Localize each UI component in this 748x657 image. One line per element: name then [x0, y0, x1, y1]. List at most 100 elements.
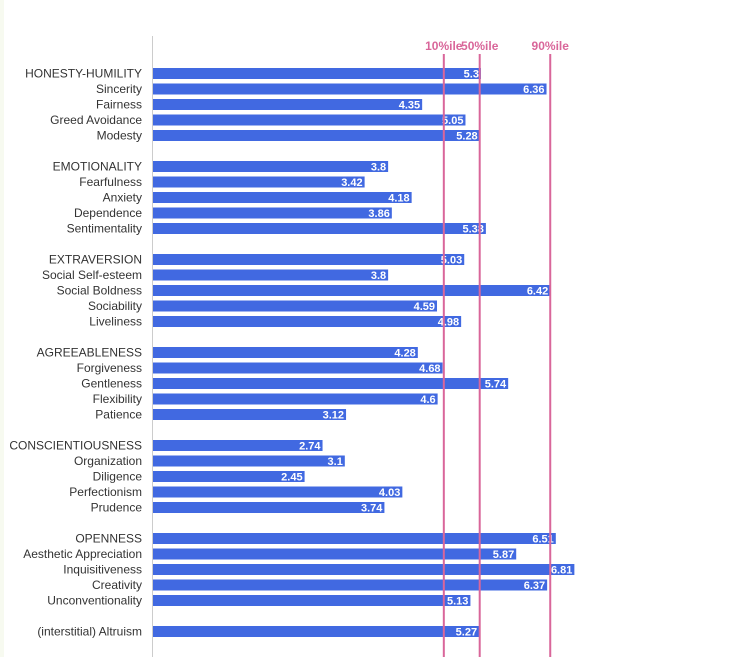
category-label-perfectionism: Perfectionism — [69, 485, 142, 499]
category-label-extraversion: EXTRAVERSION — [49, 253, 142, 267]
category-label-liveliness: Liveliness — [89, 315, 142, 329]
category-label-fearfulness: Fearfulness — [79, 175, 142, 189]
category-label-sincerity: Sincerity — [96, 82, 142, 96]
hexaco-bar-chart: 5.3 6.36 4.35 5.05 5.28 3.8 3.42 4.18 3.86 5.38 5.… — [9, 36, 575, 657]
bar-flexibility — [153, 393, 438, 405]
bar-value-social-self-esteem: 3.8 — [371, 270, 386, 282]
bar-value-fearfulness: 3.42 — [341, 177, 362, 189]
bar-value-flexibility: 4.6 — [420, 394, 435, 406]
bar-value-modesty: 5.28 — [456, 131, 477, 143]
bar-value-extraversion: 5.03 — [441, 255, 462, 267]
reference-label-10-ile: 10%ile — [425, 39, 463, 53]
bar-value-creativity: 6.37 — [524, 580, 545, 592]
category-label-organization: Organization — [74, 454, 142, 468]
bar-emotionality — [153, 161, 389, 172]
category-label-social-boldness: Social Boldness — [57, 284, 142, 298]
bar-social-self-esteem — [153, 269, 389, 281]
bar-value-gentleness: 5.74 — [485, 379, 507, 391]
category-label-diligence: Diligence — [93, 470, 143, 484]
bar-value-aesthetic-appreciation: 5.87 — [493, 549, 514, 561]
category-label-modesty: Modesty — [97, 129, 142, 143]
bar-liveliness — [153, 316, 462, 327]
category-label-sentimentality: Sentimentality — [67, 222, 142, 236]
category-label-agreeableness: AGREEABLENESS — [37, 346, 142, 360]
bar-anxiety — [153, 192, 412, 203]
bar-value-fairness: 4.35 — [399, 100, 420, 112]
bar-agreeableness — [153, 347, 418, 358]
bar-sentimentality — [153, 223, 486, 234]
bar-value-interstitial-altruism: 5.27 — [456, 627, 477, 639]
category-label-sociability: Sociability — [88, 299, 142, 313]
bar-social-boldness — [153, 285, 551, 296]
category-label-forgiveness: Forgiveness — [77, 361, 142, 375]
bar-patience — [153, 409, 347, 420]
bar-value-patience: 3.12 — [323, 410, 344, 422]
category-label-social-self-esteem: Social Self-esteem — [42, 268, 142, 282]
bar-perfectionism — [153, 486, 403, 498]
bar-value-forgiveness: 4.68 — [419, 363, 440, 375]
bar-dependence — [153, 207, 392, 219]
bar-value-inquisitiveness: 6.81 — [551, 565, 572, 577]
category-label-honesty-humility: HONESTY-HUMILITY — [25, 67, 142, 81]
bar-value-dependence: 3.86 — [368, 208, 389, 220]
bar-value-agreeableness: 4.28 — [394, 348, 415, 360]
bar-value-emotionality: 3.8 — [371, 162, 386, 174]
bar-value-sincerity: 6.36 — [523, 84, 544, 96]
bar-value-social-boldness: 6.42 — [527, 286, 548, 298]
category-label-flexibility: Flexibility — [93, 392, 142, 406]
bar-creativity — [153, 579, 548, 591]
category-label-anxiety: Anxiety — [103, 191, 142, 205]
bar-fearfulness — [153, 176, 365, 188]
category-label-inquisitiveness: Inquisitiveness — [63, 563, 142, 577]
bar-interstitial-altruism — [153, 626, 480, 637]
chart-frame: 5.3 6.36 4.35 5.05 5.28 3.8 3.42 4.18 3.86 5.38 5.… — [4, 0, 748, 657]
bar-inquisitiveness — [153, 564, 575, 575]
bar-sincerity — [153, 83, 547, 95]
bar-modesty — [153, 130, 480, 141]
bar-organization — [153, 455, 345, 467]
bar-diligence — [153, 471, 305, 482]
bar-conscientiousness — [153, 440, 323, 451]
bars-layer: 5.3 6.36 4.35 5.05 5.28 3.8 3.42 4.18 3.86 5.38 5.… — [153, 68, 575, 639]
category-label-emotionality: EMOTIONALITY — [53, 160, 142, 174]
category-label-dependence: Dependence — [74, 206, 142, 220]
bar-value-organization: 3.1 — [328, 456, 343, 468]
reference-label-90-ile: 90%ile — [532, 39, 570, 53]
bar-value-prudence: 3.74 — [361, 503, 383, 515]
category-label-gentleness: Gentleness — [81, 377, 142, 391]
category-label-openness: OPENNESS — [75, 532, 142, 546]
bar-honesty-humility — [153, 68, 481, 79]
bar-value-unconventionality: 5.13 — [447, 596, 468, 608]
bar-value-anxiety: 4.18 — [388, 193, 409, 205]
bar-value-honesty-humility: 5.3 — [464, 69, 479, 81]
bar-value-greed-avoidance: 5.05 — [442, 115, 463, 127]
bar-value-openness: 6.51 — [532, 534, 553, 546]
bar-value-sociability: 4.59 — [414, 301, 435, 313]
bar-extraversion — [153, 254, 465, 265]
category-label-fairness: Fairness — [96, 98, 142, 112]
bar-unconventionality — [153, 595, 471, 606]
category-label-unconventionality: Unconventionality — [47, 594, 142, 608]
bar-value-diligence: 2.45 — [281, 472, 302, 484]
category-label-conscientiousness: CONSCIENTIOUSNESS — [9, 439, 142, 453]
category-label-creativity: Creativity — [92, 578, 142, 592]
bar-value-liveliness: 4.98 — [438, 317, 459, 329]
category-label-greed-avoidance: Greed Avoidance — [50, 113, 142, 127]
bar-value-conscientiousness: 2.74 — [299, 441, 321, 453]
bar-sociability — [153, 300, 438, 312]
bar-fairness — [153, 99, 423, 110]
bar-prudence — [153, 502, 385, 513]
category-label-interstitial-altruism: (interstitial) Altruism — [37, 625, 142, 639]
bar-forgiveness — [153, 362, 443, 374]
category-label-patience: Patience — [95, 408, 142, 422]
reference-label-50-ile: 50%ile — [461, 39, 499, 53]
bar-value-sentimentality: 5.38 — [462, 224, 483, 236]
category-label-aesthetic-appreciation: Aesthetic Appreciation — [23, 547, 142, 561]
bar-openness — [153, 533, 556, 544]
bar-aesthetic-appreciation — [153, 548, 517, 560]
bar-greed-avoidance — [153, 114, 466, 126]
bar-gentleness — [153, 378, 509, 389]
category-label-prudence: Prudence — [91, 501, 143, 515]
